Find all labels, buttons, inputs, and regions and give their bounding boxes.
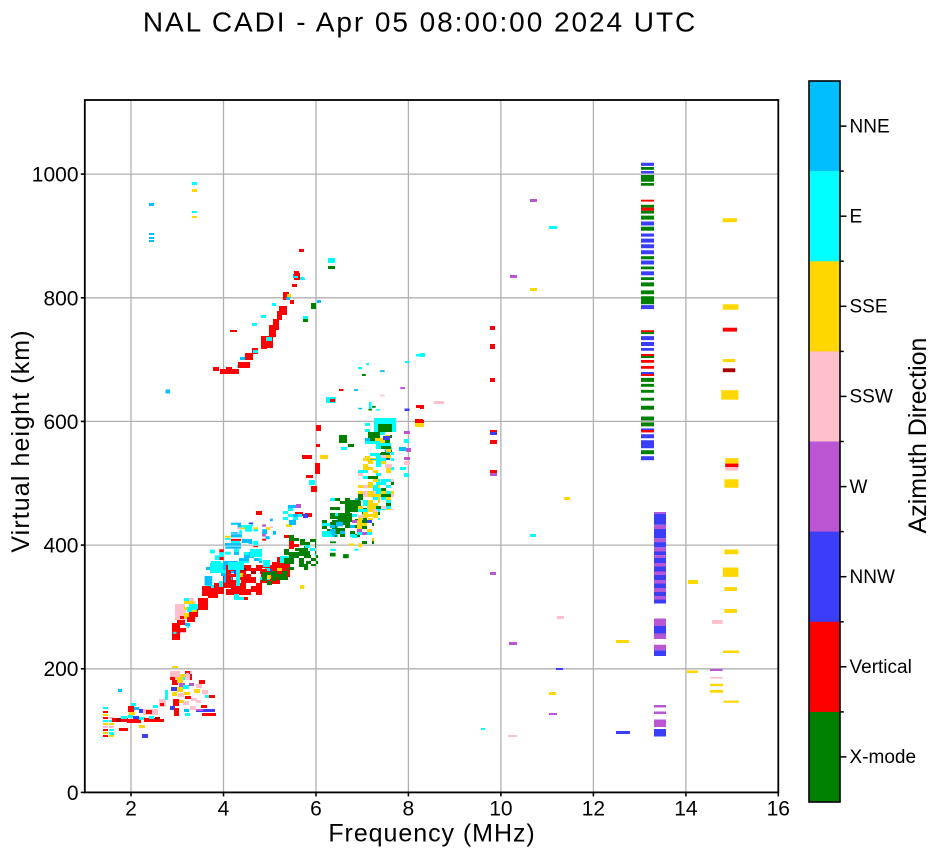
svg-text:NNW: NNW xyxy=(850,567,895,588)
svg-text:Vertical: Vertical xyxy=(850,657,912,678)
svg-text:X-mode: X-mode xyxy=(850,747,917,768)
svg-text:14: 14 xyxy=(674,798,698,821)
svg-text:0: 0 xyxy=(67,782,79,805)
svg-text:10: 10 xyxy=(489,798,512,821)
svg-text:Azimuth Direction: Azimuth Direction xyxy=(904,338,932,534)
svg-text:W: W xyxy=(850,477,868,498)
svg-text:4: 4 xyxy=(218,798,230,821)
svg-text:NAL CADI - Apr 05 08:00:00 202: NAL CADI - Apr 05 08:00:00 2024 UTC xyxy=(143,7,697,38)
svg-text:8: 8 xyxy=(403,798,415,821)
svg-text:400: 400 xyxy=(43,535,78,558)
svg-text:SSW: SSW xyxy=(850,387,893,408)
svg-text:6: 6 xyxy=(310,798,322,821)
svg-text:16: 16 xyxy=(767,798,790,821)
svg-text:600: 600 xyxy=(43,411,78,434)
svg-text:Frequency (MHz): Frequency (MHz) xyxy=(328,820,535,848)
svg-text:E: E xyxy=(850,207,863,228)
svg-text:1000: 1000 xyxy=(32,164,79,187)
svg-text:2: 2 xyxy=(125,798,137,821)
svg-text:SSE: SSE xyxy=(850,297,888,318)
svg-text:800: 800 xyxy=(43,287,78,310)
svg-text:200: 200 xyxy=(43,658,78,681)
svg-text:Virtual height (km): Virtual height (km) xyxy=(7,329,35,552)
svg-text:12: 12 xyxy=(582,798,605,821)
svg-text:NNE: NNE xyxy=(850,116,890,137)
